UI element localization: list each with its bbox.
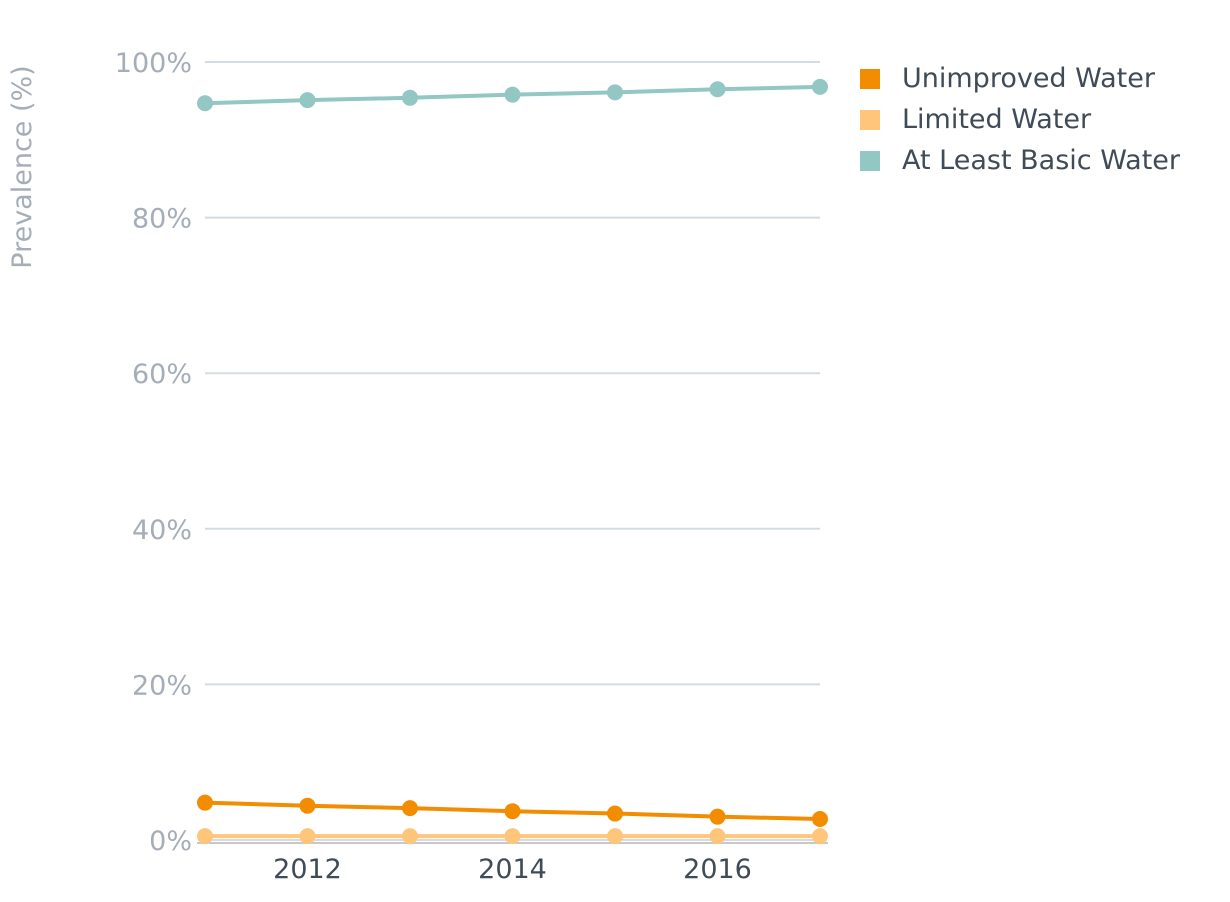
- legend-item[interactable]: Unimproved Water: [860, 58, 1180, 99]
- legend-label: At Least Basic Water: [902, 145, 1181, 176]
- data-point[interactable]: [504, 803, 521, 820]
- data-point[interactable]: [607, 805, 623, 822]
- y-tick-label: 60%: [132, 359, 192, 390]
- data-point[interactable]: [197, 828, 213, 845]
- x-tick-label: 2014: [478, 854, 547, 885]
- legend-label: Limited Water: [902, 104, 1092, 135]
- data-point[interactable]: [709, 828, 726, 845]
- data-point[interactable]: [709, 808, 726, 825]
- y-tick-label: 80%: [132, 204, 192, 235]
- legend-swatch: [860, 109, 880, 130]
- data-point[interactable]: [197, 95, 213, 112]
- data-point[interactable]: [504, 828, 521, 845]
- legend: Unimproved Water Limited Water At Least Ba…: [860, 58, 1180, 181]
- legend-label: Unimproved Water: [902, 63, 1155, 94]
- y-tick-label: 40%: [132, 515, 192, 546]
- data-point[interactable]: [607, 828, 623, 845]
- data-point[interactable]: [709, 81, 726, 98]
- series-unimproved-water: [197, 794, 828, 827]
- data-point[interactable]: [299, 92, 316, 109]
- legend-swatch: [860, 150, 880, 171]
- legend-item[interactable]: At Least Basic Water: [860, 140, 1180, 181]
- data-point[interactable]: [504, 86, 521, 103]
- legend-item[interactable]: Limited Water: [860, 99, 1180, 140]
- y-axis-ticks: 0% 20% 40% 60% 80% 100%: [115, 48, 192, 857]
- data-point[interactable]: [812, 810, 828, 827]
- data-point[interactable]: [402, 800, 418, 817]
- y-tick-label: 100%: [115, 48, 192, 79]
- data-point[interactable]: [607, 84, 623, 101]
- data-point[interactable]: [812, 828, 828, 845]
- y-axis-label: Prevalence (%): [7, 65, 38, 268]
- x-tick-label: 2012: [273, 854, 342, 885]
- data-point[interactable]: [402, 828, 418, 845]
- data-point[interactable]: [812, 78, 828, 95]
- data-point[interactable]: [299, 797, 316, 814]
- series-limited-water: [197, 828, 828, 845]
- series-at-least-basic-water: [197, 78, 828, 112]
- data-point[interactable]: [402, 89, 418, 106]
- series: [197, 78, 828, 845]
- y-tick-label: 20%: [132, 670, 192, 701]
- x-axis-ticks: 2012 2014 2016: [273, 854, 752, 885]
- data-point[interactable]: [299, 828, 316, 845]
- y-tick-label: 0%: [149, 826, 192, 857]
- gridlines: [197, 61, 828, 844]
- data-point[interactable]: [197, 794, 213, 811]
- x-tick-label: 2016: [683, 854, 752, 885]
- legend-swatch: [860, 68, 880, 89]
